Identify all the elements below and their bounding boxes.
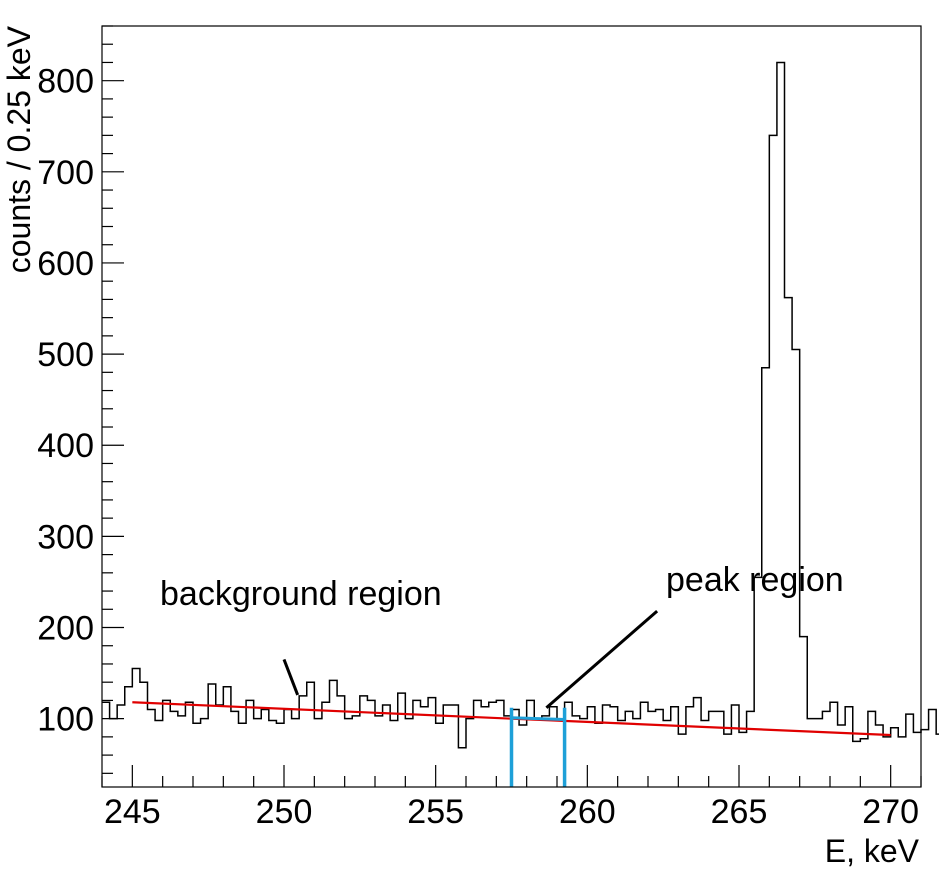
annotations: background region peak region <box>160 561 844 709</box>
y-tick-label: 200 <box>37 610 94 648</box>
y-tick-label: 800 <box>37 63 94 101</box>
plot-frame <box>101 25 922 788</box>
x-tick-label: 245 <box>104 793 161 831</box>
y-tick-label: 300 <box>37 518 94 556</box>
x-tick-label: 265 <box>711 793 768 831</box>
background-region-label: background region <box>160 575 442 613</box>
y-axis-title: counts / 0.25 keV <box>1 25 37 273</box>
x-tick-label: 260 <box>559 793 616 831</box>
y-tick-label: 400 <box>37 427 94 465</box>
y-tick-label: 100 <box>37 701 94 739</box>
background-region-pointer <box>282 658 300 696</box>
y-tick-label: 700 <box>37 154 94 192</box>
x-tick-label: 270 <box>862 793 919 831</box>
x-tick-label: 255 <box>407 793 464 831</box>
peak-region-markers <box>509 707 567 787</box>
peak-region-label: peak region <box>666 561 844 599</box>
x-tick-label: 250 <box>256 793 313 831</box>
axes: 245 250 255 260 265 270 100 200 300 400 500 600 700 8… <box>37 25 922 831</box>
histogram-series <box>102 61 939 749</box>
x-axis-title: E, keV <box>825 833 920 869</box>
peak-region-baseline <box>511 716 565 722</box>
y-tick-label: 600 <box>37 245 94 283</box>
peak-region-pointer <box>545 609 659 709</box>
y-tick-label: 500 <box>37 336 94 374</box>
